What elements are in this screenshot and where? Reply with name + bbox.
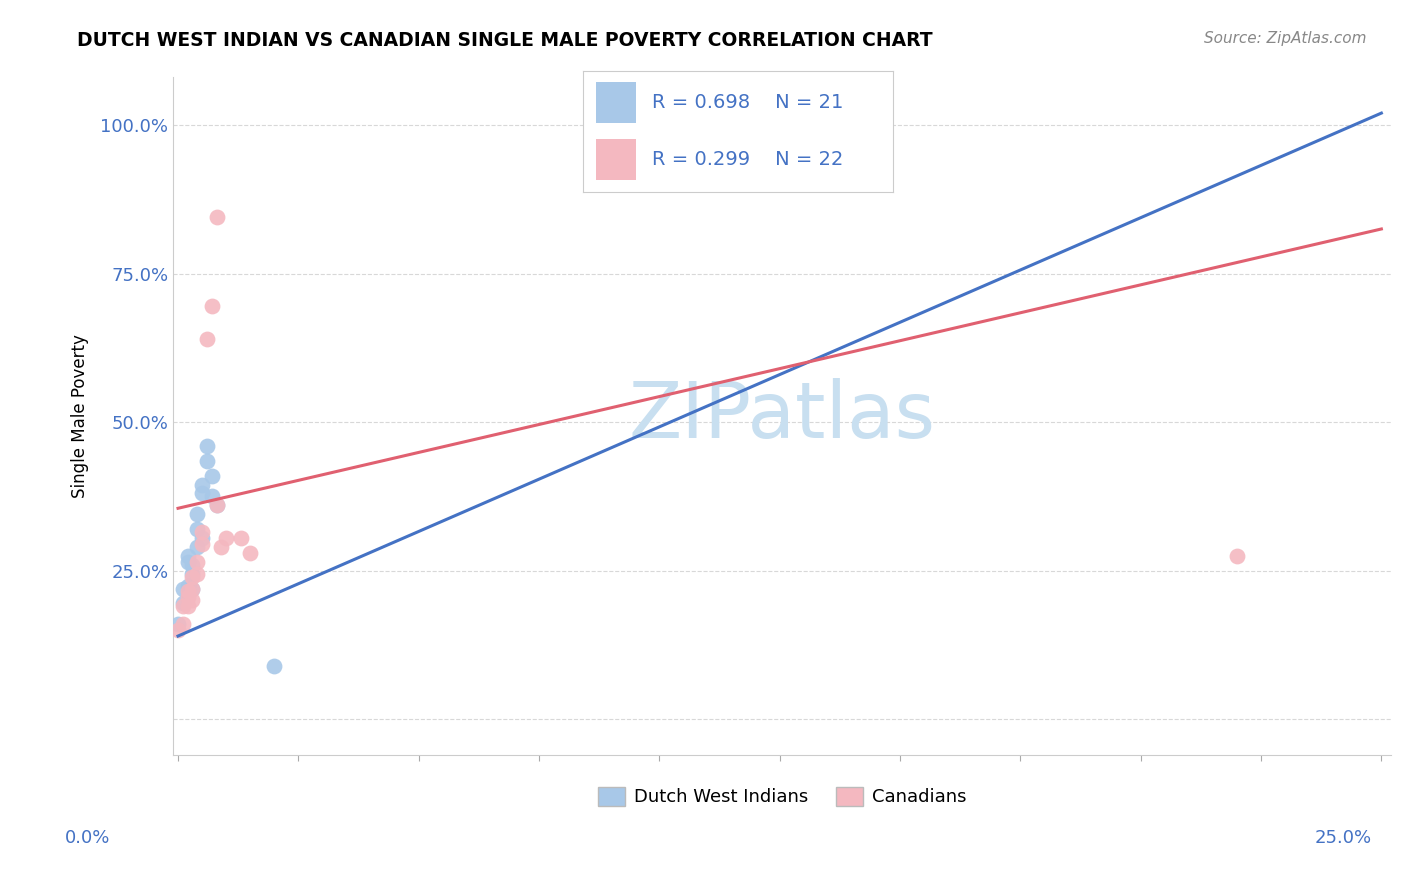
Point [181,582,204,596]
Point [191,537,214,551]
Point [191,531,214,545]
Point [201,468,224,483]
Point [176,549,198,563]
Point [181,566,204,581]
Text: 0.0%: 0.0% [65,829,110,847]
Point [181,558,204,572]
Point [209,540,232,554]
Point [176,578,198,592]
Point [176,584,198,599]
FancyBboxPatch shape [596,82,636,123]
FancyBboxPatch shape [596,139,636,179]
Point [172,582,194,596]
Point [172,596,194,610]
Point [186,540,208,554]
Point [181,569,204,583]
Point [186,555,208,569]
Point [181,593,204,607]
Text: R = 0.299    N = 22: R = 0.299 N = 22 [651,150,844,169]
Y-axis label: Single Male Poverty: Single Male Poverty [72,334,89,498]
Legend: Dutch West Indians, Canadians: Dutch West Indians, Canadians [591,780,973,814]
Point [191,486,214,500]
Point [1226,549,1249,563]
Point [201,489,224,503]
Point [195,332,218,346]
Point [181,582,204,596]
Point [186,507,208,521]
Point [191,477,214,491]
Point [167,623,190,637]
Point [205,498,228,512]
Point [201,299,224,313]
Point [215,531,238,545]
Point [229,531,252,545]
Point [186,566,208,581]
Point [186,522,208,536]
Point [195,439,218,453]
Point [191,524,214,539]
Point [239,546,262,560]
Text: ZIPatlas: ZIPatlas [628,378,935,454]
Text: DUTCH WEST INDIAN VS CANADIAN SINGLE MALE POVERTY CORRELATION CHART: DUTCH WEST INDIAN VS CANADIAN SINGLE MAL… [77,31,934,50]
Point [205,210,228,224]
Point [263,658,285,673]
Point [195,454,218,468]
Point [176,555,198,569]
Point [172,599,194,614]
Text: Source: ZipAtlas.com: Source: ZipAtlas.com [1204,31,1367,46]
Text: R = 0.698    N = 21: R = 0.698 N = 21 [651,93,844,112]
Text: 25.0%: 25.0% [1315,829,1371,847]
Point [176,591,198,605]
Point [167,617,190,632]
Point [176,599,198,614]
Point [205,498,228,512]
Point [172,617,194,632]
